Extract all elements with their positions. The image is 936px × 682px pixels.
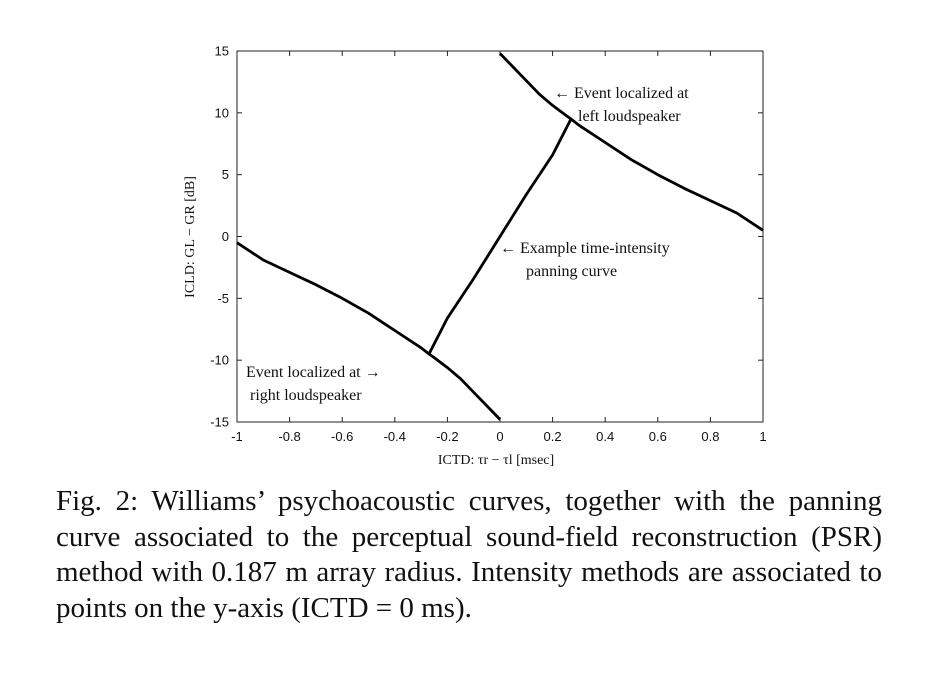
x-tick-label: -0.6 [331,429,353,444]
x-tick-label: 1 [759,429,766,444]
y-tick-labels: 15 10 5 0 -5 -10 -15 [210,44,229,430]
svg-text:← Event localized at: ← Event localized at [554,85,689,102]
x-tick-label: -0.4 [384,429,406,444]
curves [236,52,764,421]
svg-text:right loudspeaker: right loudspeaker [250,387,362,404]
x-tick-label: 0.4 [596,429,614,444]
x-tick-label: 0.6 [649,429,667,444]
x-tick-label: 0 [496,429,503,444]
right-loudspeaker-curve [236,241,502,421]
annotation-right-loudspeaker: Event localized at → right loudspeaker [246,364,381,404]
y-tick-label: -15 [210,415,229,430]
chart: -1 -0.8 -0.6 -0.4 -0.2 0 0.2 0.4 0.6 0.8 1 151050-… [183,44,767,469]
x-tick-label: -1 [231,429,243,444]
svg-text:left loudspeaker: left loudspeaker [578,108,681,125]
panning-curve [427,118,573,355]
y-tick-label: 5 [222,167,229,182]
y-tick-label: 10 [215,105,229,120]
y-tick-label: -10 [210,353,229,368]
left-loudspeaker-curve [498,52,764,232]
x-tick-label: -0.2 [436,429,458,444]
y-tick-label: -5 [217,291,229,306]
x-tick-labels: -1 -0.8 -0.6 -0.4 -0.2 0 0.2 0.4 0.6 0.8 1 [231,429,766,444]
annotation-left-loudspeaker: ← Event localized at left loudspeaker [554,85,689,125]
x-tick-label: 0.8 [701,429,719,444]
svg-text:← Example time-intensity: ← Example time-intensity [500,240,670,257]
y-tick-label: 15 [215,44,229,59]
y-axis-label: ICLD: GL − GR [dB] [183,176,198,298]
x-axis-label: ICTD: τr − τl [msec] [438,453,554,468]
annotation-panning-curve: ← Example time-intensity panning curve [500,240,670,280]
svg-text:Event localized at →: Event localized at → [246,364,381,381]
figure-caption: Fig. 2: Williams’ psychoacoustic curves,… [56,485,882,624]
axis-ticks [236,50,764,423]
x-tick-label: 0.2 [544,429,562,444]
y-tick-label: 0 [222,229,229,244]
x-tick-label: -0.8 [278,429,300,444]
svg-text:panning curve: panning curve [526,263,617,280]
